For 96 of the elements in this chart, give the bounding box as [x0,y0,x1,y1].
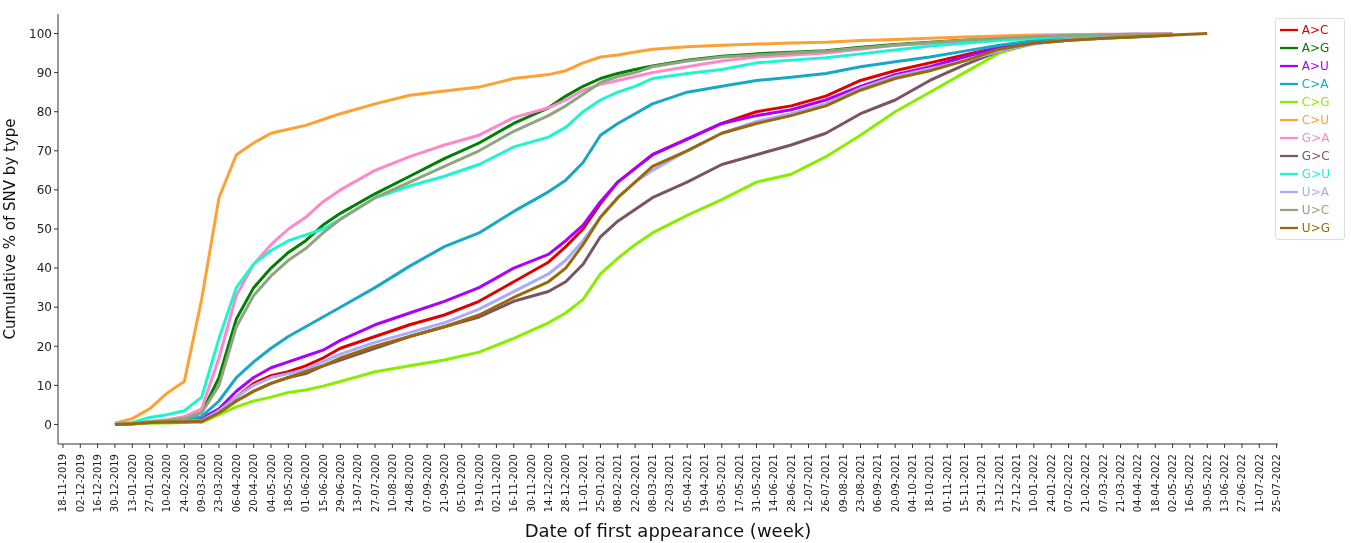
x-tick-label: 07-09-2020 [421,454,433,513]
x-tick-label: 03-05-2021 [716,454,728,513]
x-tick-label: 16-11-2020 [508,454,520,513]
x-tick-label: 10-02-2020 [161,454,173,513]
y-tick-label: 80 [36,104,52,119]
y-axis-title: Cumulative % of SNV by type [1,118,20,340]
x-tick-label: 18-11-2019 [57,454,69,513]
x-tick-label: 23-08-2021 [855,454,867,513]
x-tick-label: 19-10-2020 [473,454,485,513]
y-tick-label: 70 [36,144,52,159]
x-tick-label: 30-11-2020 [525,454,537,513]
legend-label: C>A [1301,76,1329,91]
x-tick-label: 24-08-2020 [404,454,416,513]
x-tick-label: 02-05-2022 [1167,454,1179,513]
x-tick-label: 07-03-2022 [1097,454,1109,513]
y-tick-label: 60 [36,183,52,198]
legend-label: C>U [1301,112,1330,127]
x-tick-label: 17-05-2021 [733,454,745,513]
x-tick-label: 12-07-2021 [802,454,814,513]
x-tick-label: 16-05-2022 [1184,454,1196,513]
x-tick-label: 18-10-2021 [924,454,936,513]
x-tick-label: 22-02-2021 [629,454,641,513]
legend-label: A>G [1301,40,1330,55]
x-tick-label: 31-05-2021 [750,454,762,513]
x-tick-label: 14-06-2021 [768,454,780,513]
x-tick-label: 05-04-2021 [681,454,693,513]
x-tick-label: 23-03-2020 [213,454,225,513]
x-tick-label: 02-11-2020 [490,454,502,513]
y-tick-label: 10 [36,378,52,393]
x-tick-label: 26-07-2021 [820,454,832,513]
x-tick-label: 24-02-2020 [178,454,190,513]
x-tick-label: 10-08-2020 [386,454,398,513]
x-tick-label: 25-01-2021 [594,454,606,513]
x-tick-label: 21-09-2020 [438,454,450,513]
x-tick-label: 04-05-2020 [265,454,277,513]
x-tick-label: 28-12-2020 [560,454,572,513]
legend-label: G>C [1301,148,1330,163]
x-tick-label: 01-06-2020 [300,454,312,513]
x-tick-label: 27-07-2020 [369,454,381,513]
x-tick-label: 20-09-2021 [889,454,901,513]
y-tick-label: 40 [36,261,52,276]
legend-label: U>G [1301,220,1330,235]
x-tick-label: 29-11-2021 [976,454,988,513]
x-tick-label: 21-03-2022 [1115,454,1127,513]
legend-label: U>A [1301,184,1329,199]
legend-label: G>A [1301,130,1330,145]
legend-label: A>U [1301,58,1329,73]
x-tick-label: 13-07-2020 [352,454,364,513]
x-tick-label: 11-07-2022 [1253,454,1265,513]
x-tick-label: 20-04-2020 [248,454,260,513]
x-tick-label: 13-01-2020 [126,454,138,513]
x-tick-label: 11-01-2021 [577,454,589,513]
y-tick-label: 30 [36,300,52,315]
y-tick-label: 20 [36,339,52,354]
legend-label: G>U [1301,166,1330,181]
x-tick-label: 28-06-2021 [785,454,797,513]
x-tick-label: 09-03-2020 [196,454,208,513]
x-tick-label: 13-06-2022 [1219,454,1231,513]
x-tick-label: 27-06-2022 [1236,454,1248,513]
x-tick-label: 13-12-2021 [993,454,1005,513]
legend-label: U>C [1301,202,1330,217]
x-tick-label: 30-12-2019 [109,454,121,513]
y-tick-label: 0 [44,417,52,432]
y-tick-label: 50 [36,222,52,237]
x-tick-label: 04-10-2021 [907,454,919,513]
x-tick-label: 08-03-2021 [646,454,658,513]
y-tick-label: 100 [29,26,52,41]
x-tick-label: 07-02-2022 [1063,454,1075,513]
x-tick-label: 16-12-2019 [92,454,104,513]
x-tick-label: 01-11-2021 [941,454,953,513]
x-tick-label: 18-05-2020 [282,454,294,513]
x-tick-label: 09-08-2021 [837,454,849,513]
legend-label: A>C [1301,22,1329,37]
x-tick-label: 06-09-2021 [872,454,884,513]
x-tick-label: 18-04-2022 [1149,454,1161,513]
x-tick-label: 21-02-2022 [1080,454,1092,513]
x-tick-label: 02-12-2019 [74,454,86,513]
x-tick-label: 30-05-2022 [1201,454,1213,513]
x-tick-label: 15-11-2021 [959,454,971,513]
x-axis-title: Date of first appearance (week) [524,520,812,541]
y-tick-label: 90 [36,65,52,80]
x-tick-label: 25-07-2022 [1271,454,1283,513]
x-tick-label: 19-04-2021 [698,454,710,513]
x-tick-label: 29-06-2020 [334,454,346,513]
x-tick-label: 27-12-2021 [1011,454,1023,513]
x-tick-label: 22-03-2021 [664,454,676,513]
x-tick-label: 04-04-2022 [1132,454,1144,513]
x-tick-label: 06-04-2020 [230,454,242,513]
x-tick-label: 15-06-2020 [317,454,329,513]
x-tick-label: 14-12-2020 [542,454,554,513]
x-tick-label: 27-01-2020 [144,454,156,513]
x-tick-label: 08-02-2021 [612,454,624,513]
x-tick-label: 05-10-2020 [456,454,468,513]
legend-label: C>G [1301,94,1330,109]
x-tick-label: 10-01-2022 [1028,454,1040,513]
x-tick-label: 24-01-2022 [1045,454,1057,513]
